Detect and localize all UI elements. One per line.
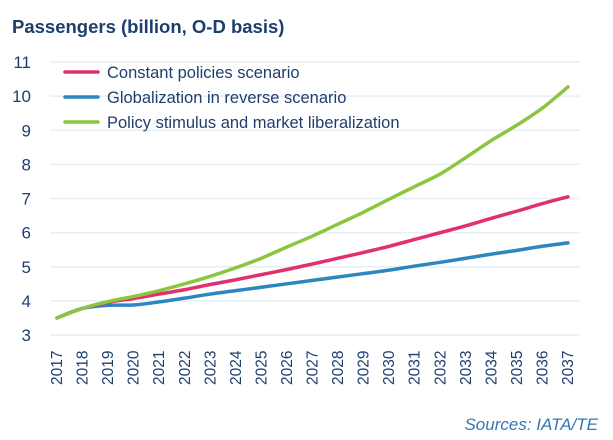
x-tick-label: 2032 — [432, 351, 449, 385]
y-tick-label: 3 — [22, 326, 31, 345]
chart-title: Passengers (billion, O-D basis) — [12, 16, 284, 37]
x-tick-label: 2027 — [305, 351, 322, 385]
x-tick-label: 2028 — [330, 351, 347, 385]
x-tick-label: 2031 — [407, 351, 424, 385]
y-tick-label: 9 — [22, 121, 31, 140]
legend-label: Constant policies scenario — [107, 64, 300, 82]
x-tick-label: 2034 — [483, 350, 500, 385]
series-lines — [55, 85, 570, 320]
series-line-1 — [55, 241, 570, 320]
x-tick-label: 2021 — [151, 351, 168, 385]
x-tick-label: 2020 — [126, 350, 143, 385]
x-tick-label: 2019 — [100, 351, 117, 385]
x-tick-label: 2035 — [509, 351, 526, 385]
x-tick-label: 2024 — [228, 350, 245, 385]
x-tick-label: 2036 — [534, 351, 551, 385]
y-tick-label: 4 — [22, 292, 31, 311]
y-tick-label: 11 — [13, 53, 31, 72]
y-tick-label: 5 — [22, 258, 31, 277]
y-tick-label: 6 — [22, 224, 31, 243]
x-tick-label: 2037 — [560, 351, 577, 385]
legend-label: Globalization in reverse scenario — [107, 89, 346, 107]
y-axis-ticks: 3 4 5 6 7 8 9 10 11 — [12, 53, 31, 345]
x-tick-label: 2023 — [202, 351, 219, 385]
x-tick-label: 2030 — [381, 350, 398, 385]
gridlines — [50, 61, 580, 336]
x-tick-label: 2017 — [49, 351, 66, 385]
x-tick-label: 2022 — [177, 351, 194, 385]
y-tick-label: 10 — [12, 87, 31, 106]
series-line-0 — [55, 195, 570, 320]
legend: Constant policies scenario Globalization … — [63, 64, 400, 132]
x-tick-label: 2025 — [253, 351, 270, 385]
y-tick-label: 7 — [22, 190, 31, 209]
x-tick-label: 2018 — [75, 351, 92, 385]
source-note: Sources: IATA/TE — [464, 415, 598, 434]
x-tick-label: 2033 — [458, 351, 475, 385]
x-tick-label: 2026 — [279, 351, 296, 385]
x-axis-ticks: 2017 2018 2019 2020 2021 2022 2023 2024 2025 2026… — [49, 350, 577, 385]
x-tick-label: 2029 — [356, 351, 373, 385]
series-line-2 — [55, 85, 570, 320]
y-tick-label: 8 — [22, 155, 31, 174]
legend-label: Policy stimulus and market liberalizatio… — [107, 114, 400, 132]
